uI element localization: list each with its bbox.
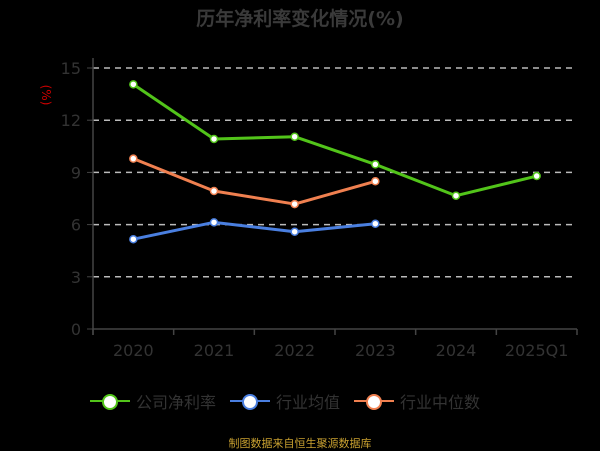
legend-item-industry-avg[interactable]: 行业均值 bbox=[230, 389, 340, 413]
x-tick-label: 2022 bbox=[274, 341, 315, 360]
data-point bbox=[209, 218, 219, 227]
y-axis-unit-label: (%) bbox=[39, 85, 53, 106]
legend-label: 行业均值 bbox=[276, 393, 341, 412]
x-tick-label: 2025Q1 bbox=[505, 341, 569, 360]
data-point bbox=[209, 186, 219, 196]
y-tick-label: 12 bbox=[61, 111, 81, 130]
y-tick-label: 6 bbox=[71, 216, 81, 235]
data-point bbox=[129, 80, 138, 89]
data-point bbox=[532, 171, 541, 181]
source-note: 制图数据来自恒生聚源数据库 bbox=[228, 437, 372, 450]
chart-title: 历年净利率变化情况(%) bbox=[196, 8, 404, 30]
data-point bbox=[129, 154, 138, 163]
y-tick-label: 3 bbox=[71, 268, 81, 287]
data-point bbox=[371, 219, 380, 228]
series-line bbox=[132, 157, 376, 206]
data-point bbox=[290, 132, 299, 141]
data-point bbox=[209, 134, 219, 144]
data-point bbox=[290, 199, 299, 209]
data-point bbox=[129, 234, 138, 244]
x-tick-label: 2023 bbox=[355, 341, 396, 360]
series-line bbox=[133, 220, 376, 241]
data-point bbox=[371, 160, 380, 169]
legend-item-industry-median[interactable]: 行业中位数 bbox=[354, 389, 480, 413]
line-chart: 0 3 6 9 12 15 2020 2021 2022 2023 2024 2025Q1 (%) bbox=[39, 58, 578, 360]
y-tick-label: 15 bbox=[61, 59, 81, 78]
legend-marker-icon bbox=[90, 391, 130, 411]
x-tick-label: 2024 bbox=[436, 341, 477, 360]
legend-marker-icon bbox=[230, 391, 271, 411]
legend-label: 公司净利率 bbox=[136, 393, 217, 412]
y-tick-label: 9 bbox=[71, 163, 81, 182]
data-point bbox=[371, 177, 380, 186]
legend-marker-icon bbox=[354, 391, 395, 411]
legend-label: 行业中位数 bbox=[400, 393, 481, 412]
series-line bbox=[132, 83, 538, 198]
x-tick-label: 2020 bbox=[113, 341, 154, 360]
legend: 公司净利率 行业均值 行业中位数 bbox=[90, 389, 480, 413]
x-tick-label: 2021 bbox=[194, 341, 235, 360]
legend-item-company[interactable]: 公司净利率 bbox=[90, 389, 216, 413]
data-point bbox=[451, 191, 461, 200]
y-tick-label: 0 bbox=[71, 320, 81, 339]
data-point bbox=[290, 227, 299, 236]
